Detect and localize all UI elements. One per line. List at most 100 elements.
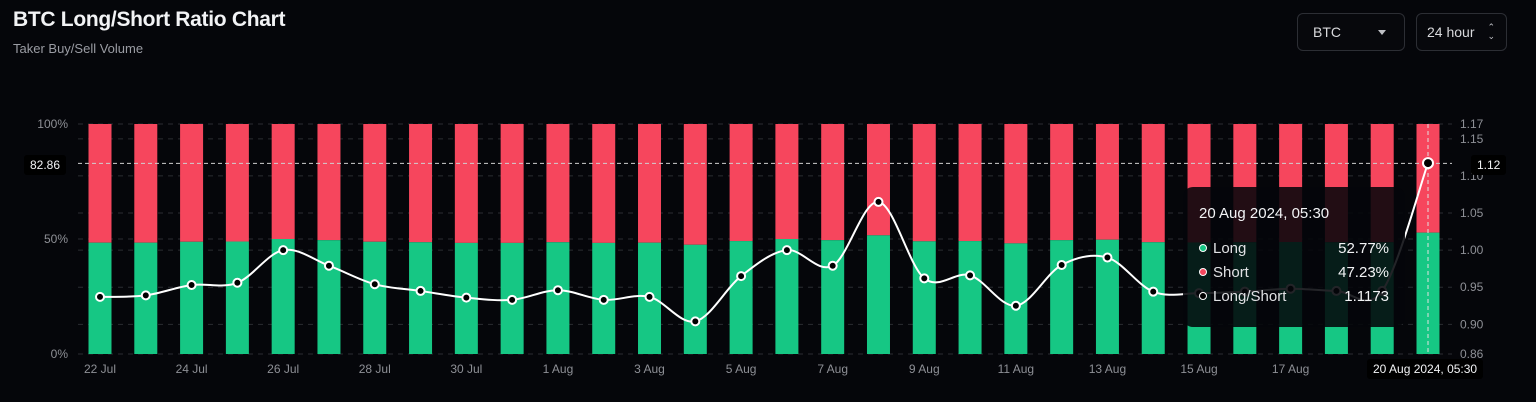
page-title: BTC Long/Short Ratio Chart	[13, 8, 286, 31]
short-dot-icon	[1199, 268, 1207, 276]
tooltip-date: 20 Aug 2024, 05:30	[1199, 205, 1330, 222]
short-bar	[134, 124, 158, 243]
x-axis-tick: 17 Aug	[1272, 362, 1309, 376]
long-bar	[363, 241, 387, 354]
x-axis-tick: 22 Jul	[84, 362, 116, 376]
long-bar	[409, 242, 433, 354]
short-bar	[729, 124, 753, 242]
long-bar	[775, 239, 799, 354]
ratio-point	[736, 271, 747, 282]
symbol-dropdown[interactable]: BTC	[1297, 13, 1405, 51]
right-axis-tick: 1.05	[1460, 206, 1484, 220]
short-bar	[866, 124, 890, 236]
short-bar	[1095, 124, 1119, 240]
short-bar	[1416, 124, 1440, 233]
ratio-point	[507, 294, 518, 305]
long-bar	[821, 240, 845, 354]
tooltip-row-ratio: Long/Short 1.1173	[1199, 284, 1389, 308]
ratio-point	[781, 245, 792, 256]
long-bar	[180, 241, 204, 354]
long-bar	[1141, 242, 1165, 354]
short-bar	[409, 124, 433, 243]
long-bar	[729, 241, 753, 354]
ratio-point	[552, 285, 563, 296]
long-bar	[866, 235, 890, 354]
short-bar	[1141, 124, 1165, 243]
short-bar	[500, 124, 524, 243]
long-bar	[1050, 240, 1074, 354]
ratio-point	[1056, 259, 1067, 270]
page-subtitle: Taker Buy/Sell Volume	[13, 41, 144, 56]
right-axis-tick: 0.95	[1460, 280, 1484, 294]
left-axis-tick: 50%	[44, 232, 68, 246]
short-bar	[775, 124, 799, 239]
ratio-point	[369, 279, 380, 290]
ratio-point	[1148, 286, 1159, 297]
x-axis-tick: 24 Jul	[176, 362, 208, 376]
ratio-dot-icon	[1199, 292, 1207, 300]
tooltip-row-short: Short 47.23%	[1199, 260, 1389, 284]
tooltip-row-long: Long 52.77%	[1199, 236, 1389, 260]
ratio-point	[140, 290, 151, 301]
short-bar	[592, 124, 616, 243]
ratio-point	[1102, 252, 1113, 263]
ratio-point	[186, 280, 197, 290]
ratio-point	[95, 291, 105, 302]
long-bar	[271, 239, 295, 354]
ratio-point	[278, 245, 289, 256]
short-bar	[180, 124, 204, 242]
short-bar	[546, 124, 570, 243]
x-axis-tick: 26 Jul	[267, 362, 299, 376]
x-axis-tick: 1 Aug	[543, 362, 574, 376]
right-axis-tick: 0.86	[1460, 347, 1484, 361]
up-down-chevron-icon: ⌃ ⌄	[1487, 22, 1495, 41]
x-axis-tick: 7 Aug	[817, 362, 848, 376]
short-bar	[638, 124, 662, 243]
interval-select[interactable]: 24 hour ⌃ ⌄	[1416, 13, 1507, 51]
x-axis-tick: 28 Jul	[359, 362, 391, 376]
interval-value: 24 hour	[1427, 24, 1475, 40]
ratio-point	[1010, 300, 1021, 311]
long-bar	[1004, 243, 1028, 354]
ratio-point	[461, 292, 472, 303]
x-axis-tick: 30 Jul	[450, 362, 482, 376]
short-bar	[1050, 124, 1074, 241]
x-axis-tick: 9 Aug	[909, 362, 940, 376]
x-axis-tick: 3 Aug	[634, 362, 665, 376]
long-bar	[1095, 239, 1119, 354]
ratio-point	[644, 291, 655, 302]
right-axis-tick: 1.17	[1460, 117, 1484, 131]
ratio-point	[323, 260, 334, 271]
ratio-point	[232, 277, 243, 288]
x-axis-tick: 11 Aug	[998, 362, 1034, 376]
short-bar	[683, 124, 707, 245]
symbol-value: BTC	[1313, 24, 1341, 40]
tooltip-value: 52.77%	[1338, 239, 1389, 257]
ratio-point	[827, 260, 838, 271]
x-axis-tick: 15 Aug	[1180, 362, 1217, 376]
ratio-point	[690, 316, 701, 327]
long-bar	[225, 241, 249, 354]
tooltip-value: 47.23%	[1338, 263, 1389, 281]
short-bar	[958, 124, 982, 242]
short-bar	[912, 124, 936, 242]
short-bar	[363, 124, 387, 242]
long-dot-icon	[1199, 244, 1207, 252]
short-bar	[454, 124, 478, 243]
long-bar	[317, 240, 341, 354]
ratio-point	[598, 294, 609, 305]
short-bar	[317, 124, 341, 241]
tooltip-label: Long/Short	[1213, 287, 1287, 305]
long-bar	[546, 242, 570, 354]
short-bar	[225, 124, 249, 242]
x-axis-tick: 13 Aug	[1089, 362, 1126, 376]
tooltip-label: Long	[1213, 239, 1247, 257]
long-bar	[683, 244, 707, 354]
right-axis-tick: 0.90	[1460, 317, 1484, 331]
short-bar	[821, 124, 845, 241]
long-bar	[912, 241, 936, 354]
ratio-point	[1422, 157, 1434, 170]
left-axis-tick: 100%	[37, 117, 68, 131]
ratio-point	[919, 273, 930, 284]
right-axis-tick: 1.00	[1460, 243, 1484, 257]
